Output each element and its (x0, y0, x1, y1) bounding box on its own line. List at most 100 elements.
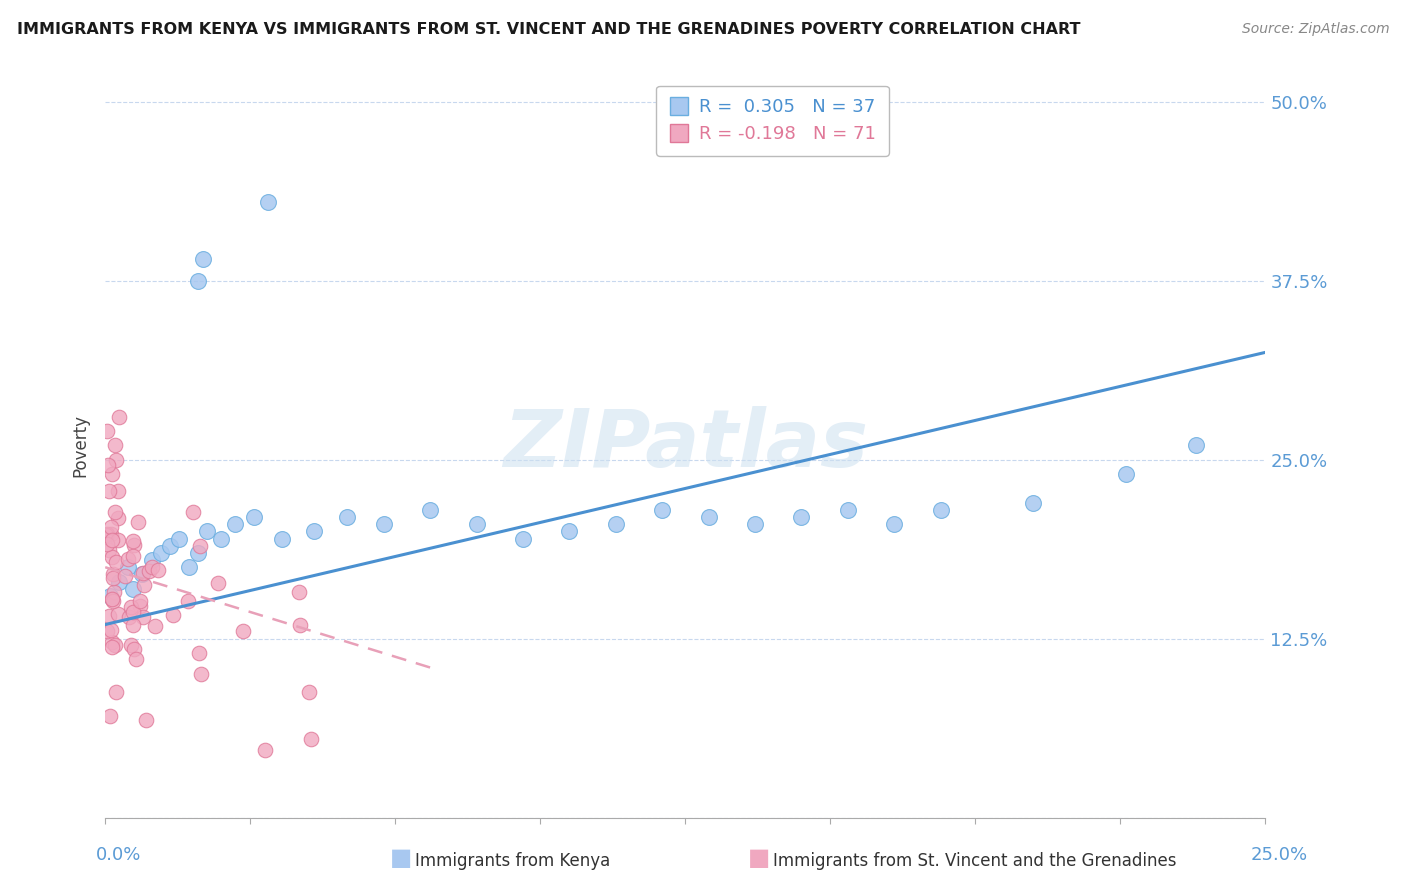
Point (121, 534, 143, 549)
Point (254, 743, 277, 757)
Point (97, 458, 120, 472)
Text: ■: ■ (389, 846, 412, 870)
Point (465, 517, 488, 532)
Point (96, 624, 118, 638)
Point (107, 510, 129, 524)
Point (883, 517, 905, 532)
Point (558, 524, 581, 539)
Point (138, 564, 160, 578)
Point (98, 609, 121, 624)
Text: ■: ■ (748, 846, 770, 870)
Legend: R =  0.305   N = 37, R = -0.198   N = 71: R = 0.305 N = 37, R = -0.198 N = 71 (657, 86, 889, 156)
Point (790, 510, 813, 524)
Point (837, 503, 859, 517)
Point (107, 483, 129, 498)
Y-axis label: Poverty: Poverty (72, 414, 89, 477)
Point (232, 624, 254, 638)
Point (121, 549, 143, 564)
Point (125, 652, 148, 666)
Point (188, 539, 211, 553)
Point (195, 524, 218, 539)
Point (131, 566, 153, 580)
Point (141, 560, 163, 574)
Point (101, 635, 124, 649)
Point (101, 592, 124, 607)
Point (101, 533, 124, 548)
Point (191, 252, 214, 267)
Point (100, 467, 122, 482)
Point (131, 567, 153, 582)
Point (101, 571, 124, 585)
Point (96, 424, 118, 438)
Point (101, 566, 124, 581)
Point (1022, 496, 1045, 510)
Point (122, 642, 145, 657)
Point (288, 618, 311, 632)
Text: ZIPatlas: ZIPatlas (503, 407, 868, 484)
Point (105, 684, 128, 698)
Point (187, 546, 209, 560)
Point (141, 553, 163, 567)
Point (96, 526, 118, 541)
Point (169, 532, 191, 546)
Point (107, 607, 129, 622)
Point (98, 589, 121, 603)
Point (373, 517, 395, 532)
Point (298, 685, 321, 699)
Point (190, 666, 212, 681)
Text: 0.0%: 0.0% (96, 846, 141, 863)
Point (127, 516, 149, 530)
Point (107, 533, 129, 548)
Point (651, 503, 673, 517)
Point (929, 503, 952, 517)
Point (188, 646, 211, 660)
Point (104, 438, 127, 452)
Point (118, 610, 141, 624)
Point (146, 563, 169, 577)
Point (335, 510, 357, 524)
Point (512, 532, 534, 546)
Point (117, 552, 139, 566)
Point (129, 599, 152, 613)
Point (135, 714, 157, 728)
Point (744, 517, 766, 532)
Point (288, 584, 311, 599)
Text: Immigrants from Kenya: Immigrants from Kenya (415, 852, 610, 870)
Point (697, 510, 720, 524)
Point (105, 452, 128, 467)
Point (117, 560, 139, 574)
Point (104, 638, 127, 652)
Point (270, 532, 292, 546)
Text: Source: ZipAtlas.com: Source: ZipAtlas.com (1241, 22, 1389, 37)
Point (159, 539, 181, 553)
Point (143, 619, 166, 633)
Point (419, 503, 441, 517)
Point (132, 578, 155, 592)
Point (177, 560, 200, 574)
Point (181, 505, 204, 519)
Point (100, 624, 122, 638)
Point (256, 194, 278, 209)
Point (98, 709, 121, 723)
Point (149, 546, 172, 560)
Point (162, 607, 184, 622)
Point (108, 574, 131, 589)
Point (122, 582, 145, 596)
Point (101, 640, 124, 654)
Point (94, 527, 117, 541)
Point (605, 517, 627, 532)
Point (97, 484, 120, 499)
Point (187, 274, 209, 288)
Point (101, 591, 124, 606)
Point (132, 609, 155, 624)
Point (101, 594, 124, 608)
Point (121, 618, 143, 632)
Point (100, 526, 122, 541)
Text: 25.0%: 25.0% (1250, 846, 1308, 863)
Point (242, 510, 264, 524)
Point (224, 517, 246, 532)
Point (207, 575, 229, 590)
Point (1115, 467, 1137, 482)
Point (120, 599, 142, 614)
Point (108, 409, 131, 424)
